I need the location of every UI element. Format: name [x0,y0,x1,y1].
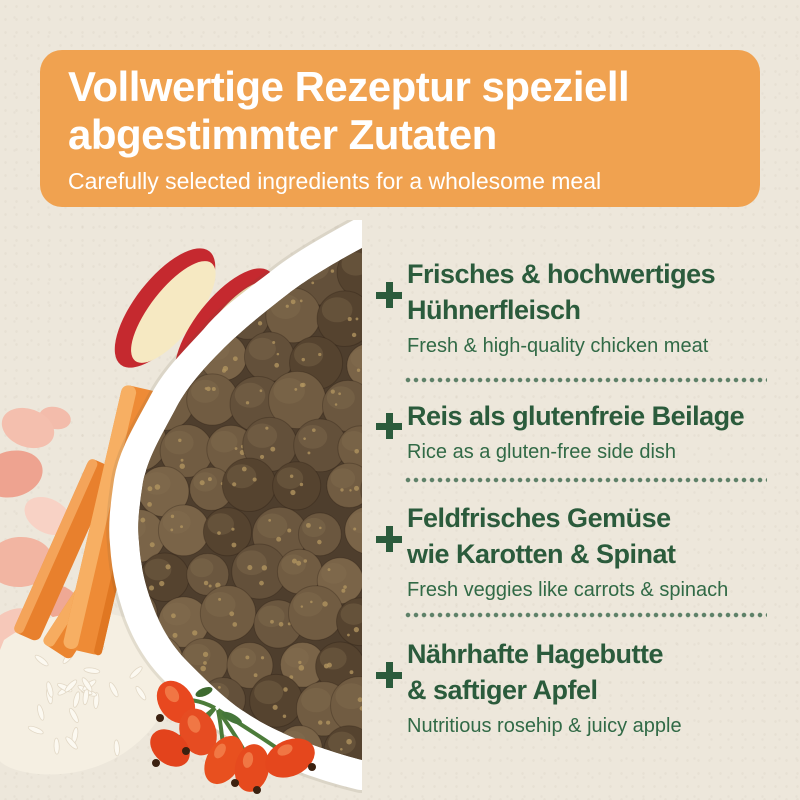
page-title-line2: abgestimmter Zutaten [68,111,497,158]
ingredient-subtitle-en: Fresh & high-quality chicken meat [407,335,709,357]
page-title: Vollwertige Rezeptur speziell abgestimmt… [68,63,732,159]
header-banner: Vollwertige Rezeptur speziell abgestimmt… [40,50,760,207]
ingredient-title-line2: & saftiger Apfel [407,675,598,705]
ingredient-title-line2: wie Karotten & Spinat [407,539,676,569]
dotted-divider [405,477,767,483]
ingredient-item-chicken: Frisches & hochwertiges Hühnerfleisch Fr… [376,256,800,359]
ingredient-item-rosehip-apple: Nährhafte Hagebutte & saftiger Apfel Nut… [376,636,800,739]
ingredient-subtitle-en: Fresh veggies like carrots & spinach [407,579,729,601]
ingredients-photo [0,220,362,800]
ingredient-title-de: Nährhafte Hagebutte & saftiger Apfel [407,636,800,708]
rosehips [150,680,316,794]
ingredient-title-line1: Reis als glutenfreie Beilage [407,401,745,431]
ingredient-subtitle-en: Nutritious rosehip & juicy apple [407,715,682,737]
kibble-pile [138,248,362,760]
ingredient-item-rice: Reis als glutenfreie Beilage Rice as a g… [376,398,800,465]
ingredients-photo-svg [0,220,362,794]
dotted-divider [405,612,767,618]
ingredient-item-veggies: Feldfrisches Gemüse wie Karotten & Spina… [376,500,800,603]
plus-icon [376,282,402,308]
bowl-rim [106,220,362,793]
page-subtitle: Carefully selected ingredients for a who… [68,168,602,194]
page-title-line1: Vollwertige Rezeptur speziell [68,63,630,110]
ingredient-subtitle-en: Rice as a gluten-free side dish [407,441,677,463]
ingredient-title-de: Feldfrisches Gemüse wie Karotten & Spina… [407,500,800,572]
ingredient-title-line1: Feldfrisches Gemüse [407,503,671,533]
plus-icon [376,526,402,552]
ingredient-title-de: Frisches & hochwertiges Hühnerfleisch [407,256,800,328]
dotted-divider [405,377,767,383]
ingredient-title-line2: Hühnerfleisch [407,295,581,325]
ingredient-title-line1: Nährhafte Hagebutte [407,639,664,669]
plus-icon [376,662,402,688]
plus-icon [376,413,402,439]
ingredient-title-de: Reis als glutenfreie Beilage [407,398,800,434]
ingredient-title-line1: Frisches & hochwertiges [407,259,716,289]
